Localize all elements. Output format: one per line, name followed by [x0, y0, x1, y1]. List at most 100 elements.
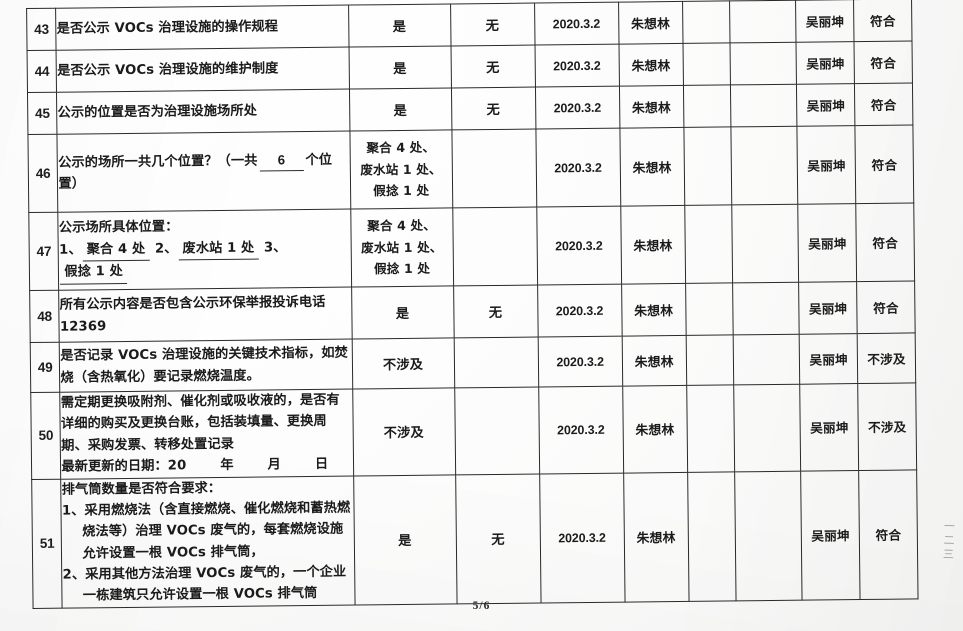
row-recorder: 朱想林 — [622, 385, 688, 473]
row-item-text: 公示的场所一共几个位置？（一共 6 个位置） — [57, 131, 351, 213]
table-row: 47 公示场所具体位置： 1、 聚合 4 处 2、 废水站 1 处 3、假捻 1 处 … — [28, 202, 915, 291]
table-row: 51 排气筒数量是否符合要求： 1、采用燃烧法（含直接燃烧、催化燃烧和蓄热燃烧法等… — [31, 469, 919, 609]
row-answer-no: 无 — [455, 473, 541, 604]
row-answer-yes: 是 — [348, 45, 452, 90]
row-blank-1 — [682, 0, 731, 44]
handwritten-margin-note: 一二三 — [941, 519, 955, 563]
row-answer-yes: 是 — [351, 285, 454, 340]
row-number: 45 — [27, 92, 58, 135]
row-answer-no — [454, 387, 540, 475]
row-number: 44 — [27, 50, 57, 93]
row-item-text: 排气筒数量是否符合要求： 1、采用燃烧法（含直接燃烧、催化燃烧和蓄热燃烧法等）治理… — [61, 475, 355, 608]
row-number: 48 — [29, 290, 60, 343]
row-recorder: 朱想林 — [620, 205, 686, 285]
row-answer-no — [453, 337, 539, 388]
row-item-text: 是否公示 VOCs 治理设施的维护制度 — [56, 47, 350, 93]
row-answer-yes: 聚合 4 处、 废水站 1 处、 假捻 1 处 — [349, 129, 453, 210]
inspection-checklist-table: 43 是否公示 VOCs 治理设施的操作规程 是 无 2020.3.2 朱想林 … — [26, 0, 919, 609]
row-checker: 吴丽坤 — [796, 83, 856, 127]
row-blank-2 — [730, 84, 798, 127]
row-blank-2 — [732, 282, 800, 335]
page-number: 5/6 — [472, 600, 491, 612]
row-number: 47 — [28, 212, 60, 291]
row-blank-2 — [731, 204, 799, 283]
row-item-text: 公示场所具体位置： 1、 聚合 4 处 2、 废水站 1 处 3、假捻 1 处 — [58, 209, 352, 291]
row-checker: 吴丽坤 — [800, 383, 859, 471]
row-answer-no: 无 — [450, 3, 535, 46]
row-number: 50 — [30, 392, 62, 480]
row-result: 符合 — [854, 82, 913, 126]
row-result: 不涉及 — [857, 332, 916, 384]
row-date: 2020.3.2 — [538, 386, 624, 474]
row-date: 2020.3.2 — [536, 206, 622, 286]
row-checker: 吴丽坤 — [798, 203, 857, 283]
row-date: 2020.3.2 — [534, 44, 620, 88]
row-answer-no — [451, 129, 537, 208]
row-recorder: 朱想林 — [623, 471, 689, 602]
row-item-text: 所有公示内容是否包含公示环保举报投诉电话 12369 — [59, 287, 352, 343]
row-blank-2 — [733, 384, 801, 472]
row-checker: 吴丽坤 — [795, 0, 855, 43]
row-date: 2020.3.2 — [539, 472, 625, 603]
row-result: 符合 — [855, 124, 914, 204]
row-item-text: 是否记录 VOCs 治理设施的关键技术指标，如焚烧（含热氧化）要记录燃烧温度。 — [59, 339, 353, 393]
row-result: 符合 — [855, 202, 915, 282]
row-blank-1 — [685, 334, 734, 386]
row-answer-no — [452, 207, 538, 286]
row-answer-yes: 不涉及 — [352, 387, 456, 476]
row-checker: 吴丽坤 — [798, 281, 858, 335]
row-answer-no: 无 — [450, 45, 536, 88]
row-blank-1 — [684, 204, 733, 284]
row-blank-1 — [683, 126, 732, 206]
row-number: 51 — [31, 478, 63, 609]
row-result: 不涉及 — [857, 382, 917, 471]
row-answer-yes: 不涉及 — [351, 337, 455, 390]
row-date: 2020.3.2 — [534, 2, 619, 46]
row-blank-2 — [731, 126, 799, 205]
row-date: 2020.3.2 — [537, 336, 623, 388]
row-answer-yes: 聚合 4 处、 废水站 1 处、 假捻 1 处 — [350, 207, 454, 288]
row-blank-1 — [685, 282, 734, 336]
table-row: 50 需定期更换吸附剂、催化剂或吸收液的，是否有详细的购买及更换台账，包括装填量… — [30, 382, 917, 480]
row-item-text: 需定期更换吸附剂、催化剂或吸收液的，是否有详细的购买及更换台账，包括装填量、更换… — [60, 389, 354, 479]
row-result: 符合 — [854, 40, 913, 84]
row-answer-yes: 是 — [349, 87, 452, 132]
row-date: 2020.3.2 — [535, 128, 621, 208]
row-number: 49 — [30, 342, 61, 393]
row-answer-no: 无 — [451, 87, 536, 130]
row-blank-2 — [729, 0, 797, 43]
row-recorder: 朱想林 — [621, 335, 687, 387]
row-blank-2 — [733, 334, 801, 385]
row-date: 2020.3.2 — [535, 86, 620, 130]
row-recorder: 朱想林 — [618, 1, 683, 45]
row-number: 43 — [26, 8, 57, 51]
row-answer-yes: 是 — [348, 3, 451, 48]
row-answer-no: 无 — [453, 285, 538, 338]
row-checker: 吴丽坤 — [799, 333, 858, 385]
row-blank-2 — [734, 470, 803, 601]
row-result: 符合 — [858, 469, 919, 600]
row-recorder: 朱想林 — [618, 43, 684, 87]
row-blank-2 — [730, 42, 797, 85]
row-recorder: 朱想林 — [621, 283, 686, 337]
row-blank-1 — [686, 384, 735, 472]
row-checker: 吴丽坤 — [797, 125, 856, 205]
row-checker: 吴丽坤 — [800, 470, 861, 600]
row-result: 符合 — [856, 280, 916, 334]
row-recorder: 朱想林 — [619, 127, 685, 207]
row-recorder: 朱想林 — [619, 85, 684, 129]
row-item-text: 公示的位置是否为治理设施场所处 — [56, 89, 350, 135]
row-blank-1 — [683, 84, 732, 128]
row-date: 2020.3.2 — [537, 284, 622, 338]
row-checker: 吴丽坤 — [796, 41, 855, 85]
table-body: 43 是否公示 VOCs 治理设施的操作规程 是 无 2020.3.2 朱想林 … — [26, 0, 919, 609]
row-number: 46 — [27, 134, 59, 213]
table-row: 46 公示的场所一共几个位置？（一共 6 个位置） 聚合 4 处、 废水站 1 处、假… — [27, 124, 914, 213]
row-answer-yes: 是 — [353, 474, 457, 605]
row-result: 符合 — [853, 0, 912, 42]
row-blank-1 — [682, 42, 731, 86]
row-item-text: 是否公示 VOCs 治理设施的操作规程 — [56, 5, 349, 51]
table-row: 48 所有公示内容是否包含公示环保举报投诉电话 12369 是 无 2020.3… — [29, 280, 916, 343]
